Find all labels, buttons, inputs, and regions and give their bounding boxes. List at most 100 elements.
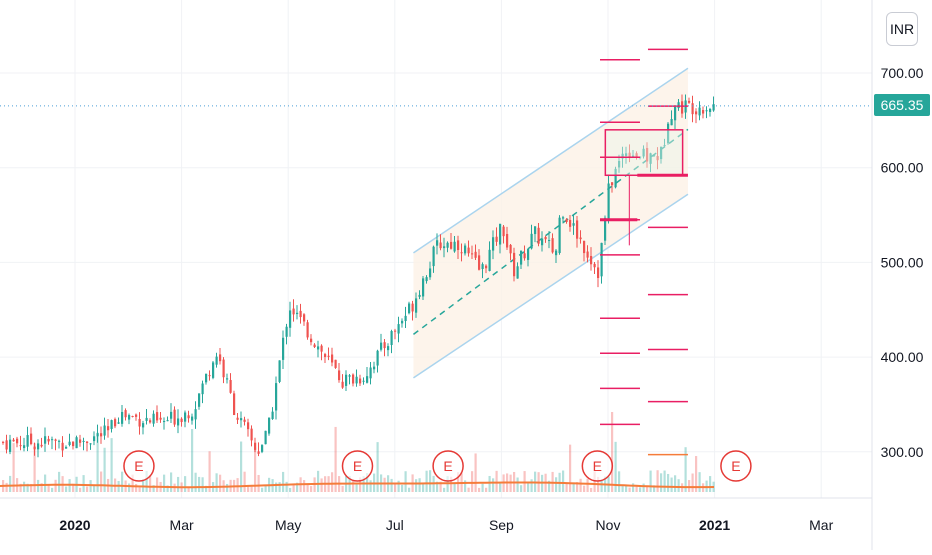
candle-body <box>79 439 82 443</box>
volume-bar <box>12 443 15 492</box>
candle-body <box>422 278 425 297</box>
last-price-label: 665.35 <box>880 97 924 113</box>
candle-body <box>9 439 12 452</box>
candle-body <box>387 346 390 351</box>
candle-body <box>555 250 558 256</box>
volume-bar <box>397 480 400 492</box>
candle-body <box>65 446 68 449</box>
candle-body <box>110 420 113 429</box>
candle-body <box>331 354 334 363</box>
candle-body <box>338 370 341 381</box>
candle-body <box>572 223 575 226</box>
volume-bar <box>670 477 673 492</box>
x-tick-label: May <box>275 517 301 533</box>
volume-bar <box>306 485 309 492</box>
volume-bar <box>642 483 645 492</box>
candle-body <box>670 119 673 126</box>
volume-bar <box>261 487 264 492</box>
candle-body <box>2 441 5 443</box>
candle-body <box>513 252 516 277</box>
earnings-marker-circle <box>432 450 464 482</box>
currency-label: INR <box>889 21 915 37</box>
volume-bar <box>187 487 190 492</box>
volume-bar <box>240 441 243 492</box>
candle-body <box>492 237 495 251</box>
volume-bar <box>555 477 558 492</box>
volume-bar <box>614 441 617 492</box>
volume-bar <box>352 480 355 492</box>
volume-bar <box>121 471 124 492</box>
volume-bar <box>296 482 299 492</box>
candle-body <box>226 378 229 380</box>
volume-bar <box>257 474 260 492</box>
candle-body <box>320 345 323 352</box>
volume-bar <box>618 471 621 492</box>
volume-bar <box>170 472 173 492</box>
candle-body <box>348 375 351 377</box>
volume-bar <box>485 487 488 492</box>
candle-body <box>474 251 477 258</box>
candle-body <box>247 422 250 430</box>
volume-bar <box>520 485 523 492</box>
candle-body <box>124 410 127 418</box>
candle-body <box>138 418 141 427</box>
volume-bar <box>54 479 57 492</box>
candle-body <box>688 100 691 103</box>
earnings-marker: E <box>341 450 374 482</box>
x-tick-label: Sep <box>489 517 514 533</box>
volume-bar <box>527 483 530 492</box>
volume-bar <box>698 472 701 492</box>
candle-body <box>215 356 218 365</box>
volume-bar <box>429 470 432 492</box>
volume-bar <box>191 429 194 492</box>
candle-body <box>159 417 162 420</box>
candle-body <box>712 104 715 111</box>
volume-bar <box>576 482 579 492</box>
volume-bar <box>590 487 593 492</box>
earnings-marker-label: E <box>443 458 452 474</box>
candle-body <box>313 344 316 348</box>
volume-bar <box>649 470 652 492</box>
currency-selector[interactable]: INR <box>886 12 918 46</box>
volume-bar <box>198 476 201 492</box>
volume-bar <box>691 473 694 492</box>
volume-bar <box>331 472 334 492</box>
candle-body <box>208 375 211 377</box>
volume-bar <box>205 485 208 492</box>
candle-body <box>401 320 404 324</box>
candle-body <box>82 440 85 442</box>
candle-body <box>502 226 505 237</box>
volume-bar <box>201 477 204 492</box>
volume-bar <box>404 471 407 492</box>
candle-body <box>439 242 442 249</box>
candle-body <box>562 217 565 219</box>
candle-body <box>264 430 267 445</box>
x-tick-label: 2021 <box>699 517 730 533</box>
candle-body <box>19 445 22 447</box>
candle-body <box>145 417 148 421</box>
volume-bar <box>194 472 197 492</box>
candle-body <box>460 252 463 254</box>
candle-body <box>166 420 169 422</box>
volume-bar <box>93 485 96 492</box>
earnings-marker: E <box>581 450 614 482</box>
candle-body <box>380 342 383 350</box>
candle-body <box>614 168 617 188</box>
y-tick-label: 500.00 <box>881 254 924 270</box>
volume-bar <box>177 476 180 492</box>
candle-body <box>362 380 365 382</box>
candle-body <box>292 308 295 315</box>
candle-body <box>30 433 33 445</box>
candle-body <box>23 445 26 449</box>
volume-bar <box>310 486 313 492</box>
candle-body <box>677 102 680 109</box>
candle-body <box>156 412 159 421</box>
candle-body <box>135 414 138 417</box>
candle-body <box>397 324 400 334</box>
candle-body <box>467 247 470 254</box>
candle-body <box>243 419 246 422</box>
candle-body <box>464 245 467 254</box>
candle-body <box>373 366 376 370</box>
